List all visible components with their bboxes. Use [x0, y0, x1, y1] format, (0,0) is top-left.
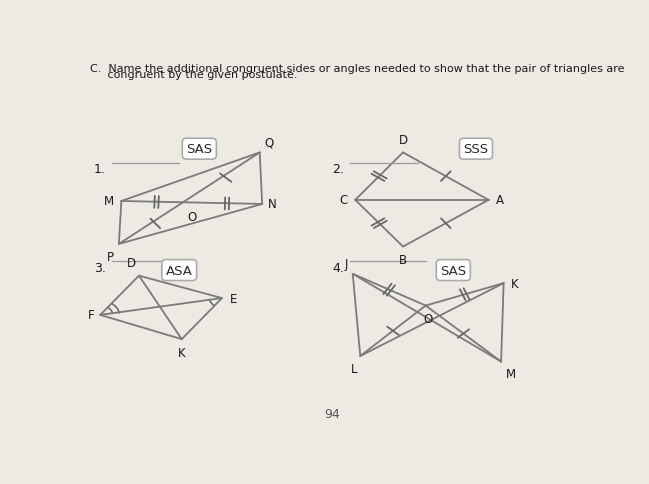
Text: M: M: [104, 195, 114, 208]
Text: E: E: [230, 292, 237, 305]
Text: 1.: 1.: [93, 163, 106, 175]
Text: 3.: 3.: [93, 261, 106, 274]
Text: congruent by the given postulate.: congruent by the given postulate.: [90, 70, 298, 80]
Text: SAS: SAS: [186, 143, 212, 156]
Text: A: A: [496, 194, 504, 207]
Text: ASA: ASA: [165, 264, 193, 277]
Text: Q: Q: [265, 136, 274, 150]
Text: N: N: [268, 198, 277, 211]
Text: 4.: 4.: [333, 261, 345, 274]
Text: SSS: SSS: [463, 143, 489, 156]
Text: M: M: [506, 367, 516, 380]
Text: 94: 94: [324, 408, 341, 420]
Text: C: C: [339, 194, 348, 207]
Text: 2.: 2.: [333, 163, 345, 175]
Text: J: J: [345, 257, 348, 271]
Text: D: D: [127, 257, 136, 270]
Text: F: F: [88, 309, 94, 322]
Text: K: K: [511, 277, 519, 290]
Text: SAS: SAS: [440, 264, 467, 277]
Text: K: K: [178, 346, 186, 359]
Text: O: O: [187, 211, 197, 224]
Text: O: O: [424, 313, 433, 326]
Text: D: D: [398, 134, 408, 146]
Text: C.  Name the additional congruent sides or angles needed to show that the pair o: C. Name the additional congruent sides o…: [90, 64, 625, 74]
Text: B: B: [399, 254, 407, 267]
Text: L: L: [351, 362, 358, 375]
Text: P: P: [107, 250, 114, 263]
